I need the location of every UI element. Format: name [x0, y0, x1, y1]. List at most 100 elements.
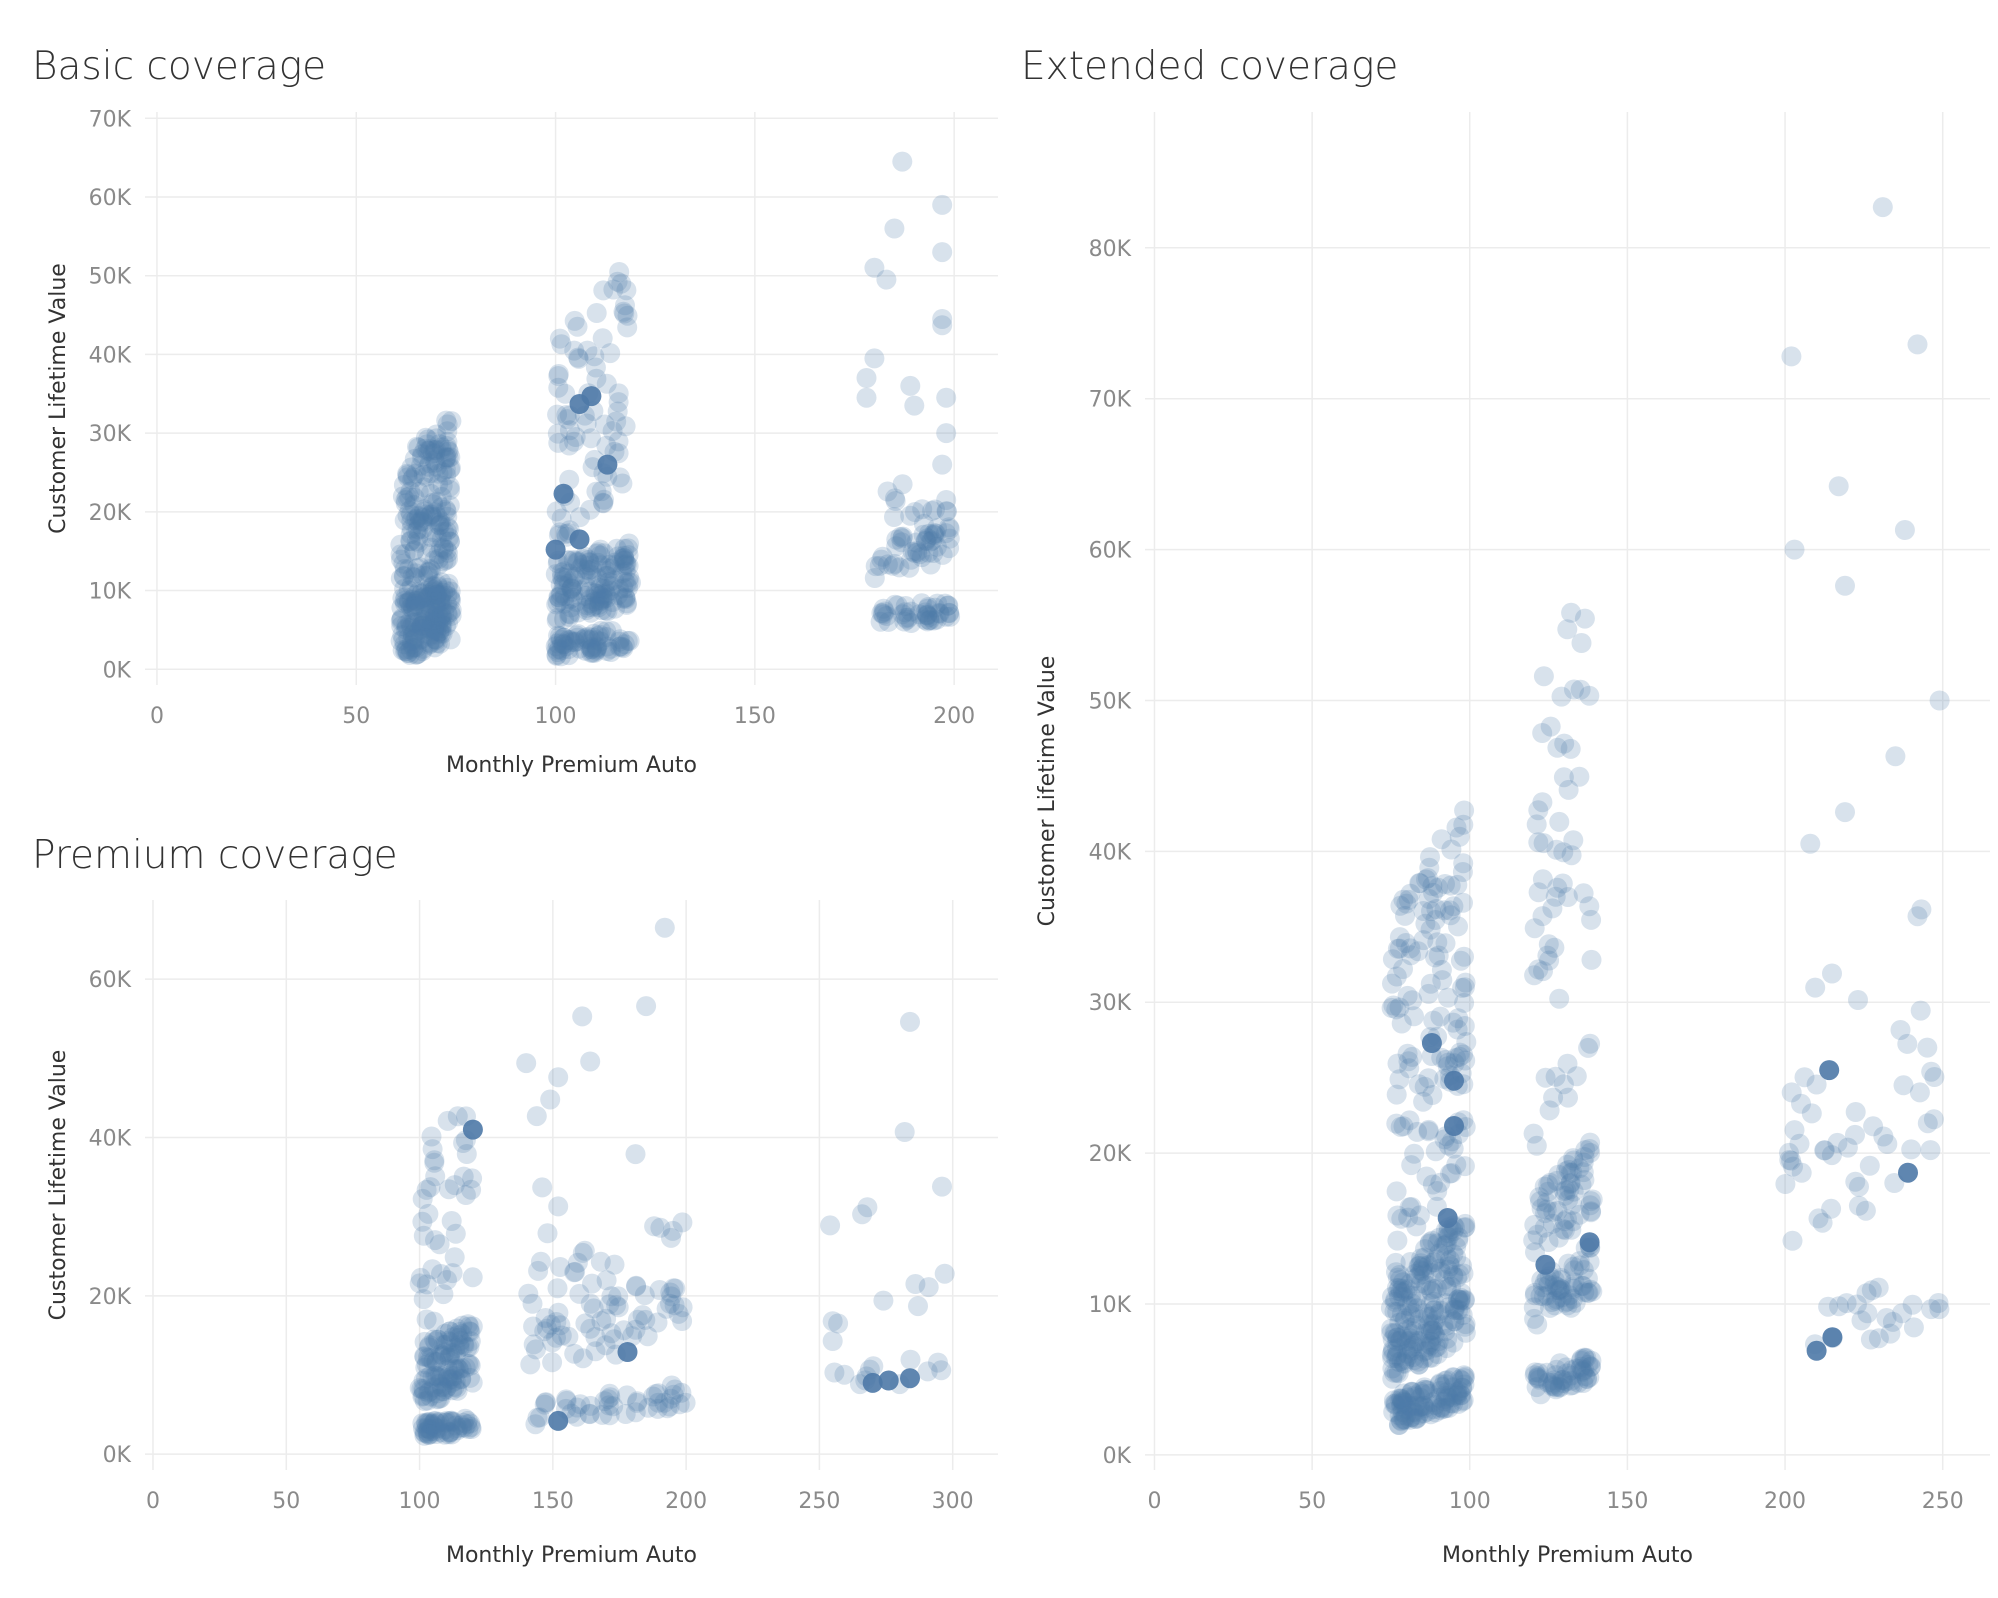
scatter-point — [1448, 916, 1468, 937]
scatter-point — [1536, 1199, 1557, 1220]
scatter-point — [427, 576, 448, 597]
scatter-point — [409, 1273, 430, 1294]
scatter-point — [424, 637, 445, 658]
scatter-point — [1416, 1166, 1437, 1187]
scatter-point — [569, 638, 590, 659]
scatter-point — [857, 1197, 878, 1218]
scatter-point — [550, 590, 571, 611]
scatter-point — [1573, 1276, 1593, 1296]
scatter-point — [916, 531, 937, 551]
scatter-point — [440, 1411, 461, 1431]
scatter-point — [394, 578, 415, 599]
scatter-point — [1443, 1377, 1464, 1398]
x-tick-label: 0 — [146, 1489, 160, 1514]
scatter-point — [591, 620, 611, 641]
scatter-point — [926, 536, 947, 557]
scatter-point — [607, 401, 628, 422]
scatter-point — [546, 645, 567, 666]
scatter-point — [1408, 1351, 1429, 1372]
scatter-point — [1928, 1293, 1949, 1313]
scatter-point — [1433, 1398, 1454, 1419]
scatter-point — [425, 1421, 446, 1442]
scatter-point — [458, 1314, 478, 1335]
scatter-point — [402, 624, 423, 645]
scatter-point — [601, 558, 622, 579]
scatter-point — [1423, 1279, 1444, 1300]
scatter-point — [917, 528, 938, 549]
scatter-point — [445, 1337, 466, 1358]
scatter-point — [661, 1375, 682, 1396]
scatter-point — [436, 1377, 457, 1398]
scatter-point — [1403, 1336, 1424, 1356]
scatter-point — [1435, 1385, 1456, 1406]
scatter-point — [404, 487, 425, 508]
scatter-point — [1404, 1385, 1425, 1406]
scatter-point — [612, 636, 633, 657]
scatter-point — [442, 1380, 463, 1401]
scatter-point — [911, 547, 932, 568]
scatter-point — [558, 563, 579, 584]
scatter-point — [437, 577, 458, 598]
scatter-point — [1560, 738, 1581, 759]
scatter-point — [1447, 1385, 1468, 1406]
scatter-point — [1381, 1344, 1402, 1365]
scatter-point — [395, 490, 416, 510]
scatter-point — [439, 1321, 460, 1342]
scatter-point — [1408, 1265, 1429, 1286]
scatter-point — [432, 1345, 453, 1366]
scatter-point — [1409, 1309, 1430, 1330]
scatter-point — [408, 582, 429, 603]
scatter-point — [431, 439, 452, 460]
scatter-point — [430, 605, 451, 626]
scatter-point — [423, 1351, 444, 1372]
scatter-point — [586, 640, 607, 661]
scatter-point — [413, 507, 434, 528]
scatter-point — [436, 436, 457, 456]
scatter-point — [1386, 1084, 1407, 1105]
scatter-point — [1393, 1391, 1414, 1412]
scatter-point — [442, 1372, 462, 1393]
scatter-point — [1414, 1303, 1435, 1324]
scatter-point — [398, 580, 419, 601]
scatter-point — [1540, 716, 1561, 737]
scatter-point — [1396, 1331, 1417, 1352]
scatter-point — [567, 631, 588, 652]
scatter-point — [1393, 1282, 1413, 1303]
scatter-point — [551, 583, 572, 604]
scatter-point — [587, 568, 608, 588]
scatter-point — [440, 480, 460, 500]
scatter-point — [1440, 900, 1460, 921]
scatter-point — [1418, 1068, 1439, 1089]
scatter-point — [456, 1144, 477, 1164]
scatter-point — [894, 1122, 915, 1142]
scatter-point — [1425, 1395, 1445, 1415]
scatter-point — [433, 521, 454, 542]
scatter-point — [1868, 1277, 1889, 1298]
scatter-point — [886, 529, 907, 550]
scatter-point — [1527, 1367, 1548, 1388]
scatter-point — [598, 1389, 619, 1410]
scatter-point — [1386, 1278, 1407, 1298]
scatter-point — [429, 621, 450, 642]
scatter-point — [406, 590, 427, 611]
scatter-point — [1775, 1174, 1796, 1194]
scatter-point — [596, 558, 617, 579]
scatter-point — [398, 628, 419, 649]
scatter-point — [1390, 1269, 1411, 1290]
scatter-point — [1434, 1391, 1455, 1412]
scatter-point — [895, 607, 916, 628]
scatter-points — [409, 917, 955, 1446]
scatter-point — [604, 1254, 625, 1275]
scatter-point — [415, 504, 436, 525]
scatter-point — [438, 1424, 459, 1445]
scatter-point — [615, 561, 636, 582]
scatter-point — [1396, 893, 1417, 914]
scatter-point — [438, 1179, 459, 1200]
scatter-point — [421, 594, 442, 615]
scatter-point — [418, 1337, 439, 1358]
scatter-point — [1421, 1306, 1442, 1327]
scatter-point — [406, 590, 427, 611]
scatter-point — [548, 1302, 569, 1323]
scatter-point — [627, 1391, 648, 1412]
scatter-point — [1389, 1388, 1410, 1409]
